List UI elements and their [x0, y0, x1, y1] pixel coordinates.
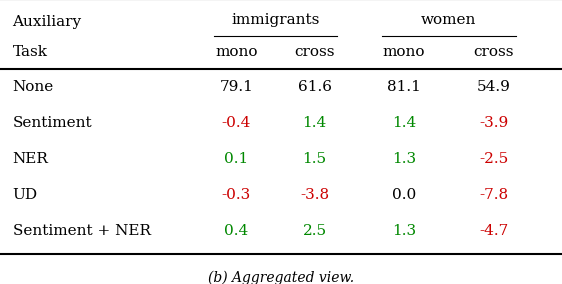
Text: 79.1: 79.1: [219, 80, 253, 94]
Text: 2.5: 2.5: [302, 224, 327, 238]
Text: -3.9: -3.9: [479, 116, 508, 130]
Text: Sentiment: Sentiment: [12, 116, 92, 130]
Text: Task: Task: [12, 45, 48, 59]
Text: 1.3: 1.3: [392, 152, 416, 166]
Text: cross: cross: [473, 45, 514, 59]
Text: 1.3: 1.3: [392, 224, 416, 238]
Text: -4.7: -4.7: [479, 224, 508, 238]
Text: mono: mono: [383, 45, 425, 59]
Text: -0.3: -0.3: [221, 188, 251, 202]
Text: 1.4: 1.4: [392, 116, 416, 130]
Text: 54.9: 54.9: [477, 80, 510, 94]
Text: -7.8: -7.8: [479, 188, 508, 202]
Text: 1.5: 1.5: [302, 152, 327, 166]
Text: immigrants: immigrants: [231, 13, 320, 27]
Text: Auxiliary: Auxiliary: [12, 15, 81, 29]
Text: 61.6: 61.6: [297, 80, 332, 94]
Text: 1.4: 1.4: [302, 116, 327, 130]
Text: 0.4: 0.4: [224, 224, 248, 238]
Text: -0.4: -0.4: [221, 116, 251, 130]
Text: 0.1: 0.1: [224, 152, 248, 166]
Text: 0.0: 0.0: [392, 188, 416, 202]
Text: cross: cross: [294, 45, 335, 59]
Text: UD: UD: [12, 188, 38, 202]
Text: NER: NER: [12, 152, 48, 166]
Text: 81.1: 81.1: [387, 80, 421, 94]
Text: Sentiment + NER: Sentiment + NER: [12, 224, 151, 238]
Text: mono: mono: [215, 45, 257, 59]
Text: women: women: [421, 13, 477, 27]
Text: -3.8: -3.8: [300, 188, 329, 202]
Text: -2.5: -2.5: [479, 152, 508, 166]
Text: None: None: [12, 80, 54, 94]
Text: (b) Aggregated view.: (b) Aggregated view.: [208, 270, 354, 284]
